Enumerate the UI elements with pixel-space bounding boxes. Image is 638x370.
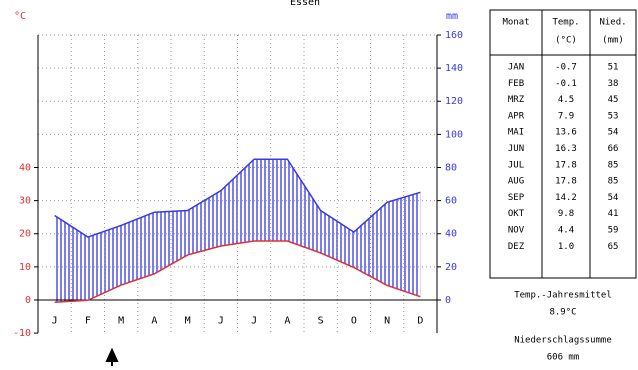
table-border <box>489 9 637 279</box>
table-month: FEB <box>508 79 524 89</box>
precipitation-line <box>54 158 421 238</box>
table-temp: 7.9 <box>558 111 574 121</box>
x-tick-label: J <box>52 316 58 327</box>
y2-tick-label: 40 <box>445 229 457 240</box>
table-precip: 53 <box>608 111 619 121</box>
y-axis-unit: °C <box>14 11 26 22</box>
table-header: (°C) <box>555 36 577 46</box>
table-month: MRZ <box>508 95 525 105</box>
table-month: JAN <box>508 63 524 73</box>
y2-axis-unit: mm <box>446 11 458 22</box>
x-tick-label: D <box>417 316 423 327</box>
summary-value: 8.9°C <box>549 308 576 318</box>
table-month: NOV <box>508 226 525 236</box>
y-tick-label: 20 <box>19 229 31 240</box>
table-temp: 1.0 <box>558 242 574 252</box>
y-tick-label: 10 <box>19 262 31 273</box>
table-month: SEP <box>508 193 525 203</box>
table-precip: 54 <box>608 193 619 203</box>
table-precip: 45 <box>608 95 619 105</box>
table-precip: 85 <box>608 177 619 187</box>
x-tick-label: M <box>118 316 124 327</box>
table-month: APR <box>508 111 525 121</box>
table-temp: -0.7 <box>555 63 577 73</box>
table-temp: 17.8 <box>555 177 577 187</box>
table-temp: 9.8 <box>558 209 574 219</box>
summary-label: Niederschlagssumme <box>514 336 612 346</box>
y-tick-label: 40 <box>19 162 31 173</box>
table-temp: 4.4 <box>558 226 574 236</box>
table-temp: 14.2 <box>555 193 577 203</box>
marker-arrow <box>105 347 119 366</box>
table-temp: 17.8 <box>555 160 577 170</box>
y2-tick-label: 160 <box>445 30 463 41</box>
y2-tick-label: 120 <box>445 96 463 107</box>
table-month: OKT <box>508 209 525 219</box>
x-tick-label: S <box>318 316 324 327</box>
x-tick-label: J <box>251 316 257 327</box>
y2-tick-label: 80 <box>445 162 457 173</box>
x-tick-label: M <box>185 316 191 327</box>
summary-value: 606 mm <box>547 353 580 363</box>
y2-tick-label: 0 <box>445 295 451 306</box>
table-temp: 4.5 <box>558 95 574 105</box>
table-precip: 85 <box>608 160 619 170</box>
table-precip: 66 <box>608 144 619 154</box>
climate-table: Monat Temp. (°C) Nied. (mm) JAN -0.7 51 FEB -0.1 3… <box>489 9 637 363</box>
table-temp: -0.1 <box>555 79 577 89</box>
y2-tick-label: 140 <box>445 63 463 74</box>
y2-tick-label: 60 <box>445 196 457 207</box>
table-precip: 38 <box>608 79 619 89</box>
y-tick-label: -10 <box>13 328 31 339</box>
y2-tick-label: 20 <box>445 262 457 273</box>
temperature-line <box>54 240 421 304</box>
table-month: DEZ <box>508 242 525 252</box>
table-temp: 13.6 <box>555 128 577 138</box>
y-tick-label: 30 <box>19 196 31 207</box>
table-precip: 51 <box>608 63 619 73</box>
table-precip: 59 <box>608 226 619 236</box>
x-tick-label: A <box>151 316 157 327</box>
table-temp: 16.3 <box>555 144 577 154</box>
x-tick-label: O <box>351 316 357 327</box>
x-tick-label: N <box>384 316 390 327</box>
chart-title: Essen <box>290 0 320 8</box>
table-precip: 54 <box>608 128 619 138</box>
table-month: JUN <box>508 144 524 154</box>
x-tick-label: J <box>218 316 224 327</box>
table-precip: 41 <box>608 209 619 219</box>
table-month: AUG <box>508 177 524 187</box>
x-tick-label: F <box>85 316 91 327</box>
table-header: Monat <box>502 18 529 28</box>
table-precip: 65 <box>608 242 619 252</box>
y-tick-label: 0 <box>25 295 31 306</box>
humid-area <box>54 159 421 303</box>
table-header: Temp. <box>552 18 579 28</box>
table-header: (mm) <box>602 36 624 46</box>
summary-label: Temp.-Jahresmittel <box>514 291 612 301</box>
table-header: Nied. <box>599 18 626 28</box>
table-month: MAI <box>508 128 524 138</box>
y2-tick-label: 100 <box>445 129 463 140</box>
x-tick-label: A <box>284 316 290 327</box>
table-month: JUL <box>508 160 524 170</box>
